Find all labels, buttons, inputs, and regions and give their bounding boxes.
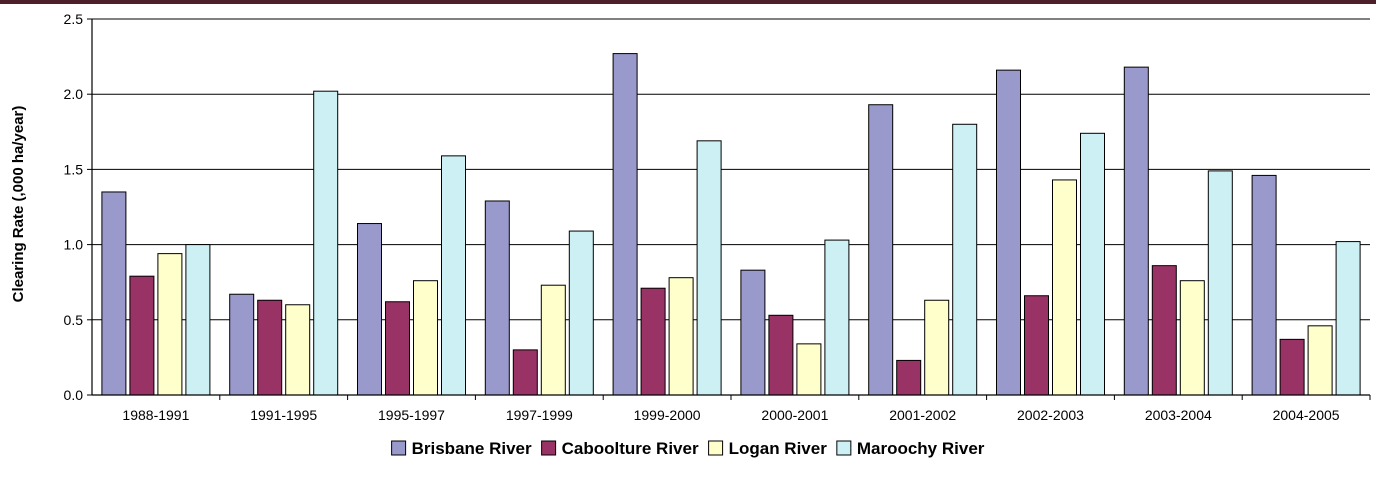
legend-swatch <box>836 440 852 456</box>
bar-brisbane-river <box>484 200 510 396</box>
top-border <box>0 0 1376 4</box>
x-tick-label: 1999-2000 <box>634 407 701 423</box>
y-axis-label: Clearing Rate (,000 ha/year) <box>10 106 27 303</box>
y-tick-label: 0.5 <box>64 312 84 328</box>
bar-brisbane-river <box>1251 174 1277 396</box>
y-tick-label: 1.5 <box>64 161 84 177</box>
bar-maroochy-river <box>952 123 978 396</box>
bar-brisbane-river <box>740 269 766 396</box>
x-tick-label: 2000-2001 <box>761 407 828 423</box>
bar-maroochy-river <box>568 230 594 396</box>
bar-logan-river <box>157 253 183 396</box>
axes: 0.0 0.5 1.0 1.5 2.0 2.5 1988-1991 1991-1995 1995… <box>64 11 1371 423</box>
bar-caboolture-river <box>1024 295 1049 396</box>
clearing-rate-bar-chart: 0.0 0.5 1.0 1.5 2.0 2.5 1988-1991 1991-1995 1995… <box>10 11 1371 458</box>
bar-logan-river <box>796 343 822 396</box>
x-tick-label: 2004-2005 <box>1273 407 1340 423</box>
bar-logan-river <box>1179 280 1205 396</box>
bar-maroochy-river <box>185 244 211 396</box>
legend-swatch <box>391 440 407 456</box>
y-tick-label: 0.0 <box>64 387 84 403</box>
bar-brisbane-river <box>357 223 382 396</box>
bar-logan-river <box>285 304 311 396</box>
legend-swatch <box>541 440 557 456</box>
legend-label: Logan River <box>729 439 828 458</box>
y-tick-label: 2.5 <box>64 11 84 27</box>
bar-maroochy-river <box>441 155 466 396</box>
y-tick-label: 1.0 <box>64 237 84 253</box>
bar-logan-river <box>924 299 950 396</box>
bar-caboolture-river <box>1151 265 1177 396</box>
bar-maroochy-river <box>1335 241 1361 396</box>
legend: Brisbane River Caboolture River Logan Rive… <box>391 439 985 458</box>
bar-caboolture-river <box>385 301 410 396</box>
bar-logan-river <box>540 284 566 396</box>
x-tick-label: 2003-2004 <box>1145 407 1212 423</box>
x-tick-label: 1991-1995 <box>250 407 317 423</box>
bar-logan-river <box>1307 325 1333 396</box>
bar-brisbane-river <box>868 104 894 396</box>
legend-label: Caboolture River <box>562 439 699 458</box>
bar-brisbane-river <box>612 53 638 396</box>
bar-maroochy-river <box>696 140 722 396</box>
legend-label: Maroochy River <box>857 439 985 458</box>
bar-brisbane-river <box>101 191 127 396</box>
x-tick-label: 1988-1991 <box>122 407 189 423</box>
bar-maroochy-river <box>1080 132 1105 396</box>
bar-logan-river <box>1052 179 1077 396</box>
legend-label: Brisbane River <box>412 439 532 458</box>
bars <box>101 53 1361 396</box>
bar-caboolture-river <box>129 275 155 396</box>
bar-maroochy-river <box>313 90 339 396</box>
bar-brisbane-river <box>229 293 255 396</box>
bar-caboolture-river <box>896 359 922 396</box>
bar-brisbane-river <box>996 69 1021 396</box>
bar-logan-river <box>413 280 438 396</box>
bar-caboolture-river <box>1279 338 1305 396</box>
x-tick-label: 1995-1997 <box>378 407 445 423</box>
y-tick-label: 2.0 <box>64 86 84 102</box>
bar-caboolture-river <box>512 349 538 396</box>
x-tick-label: 2001-2002 <box>889 407 956 423</box>
legend-swatch <box>708 440 724 456</box>
bar-brisbane-river <box>1123 66 1149 396</box>
bar-maroochy-river <box>1207 170 1233 396</box>
bar-caboolture-river <box>257 299 283 396</box>
bar-logan-river <box>668 277 694 396</box>
x-tick-label: 1997-1999 <box>506 407 573 423</box>
x-tick-label: 2002-2003 <box>1017 407 1084 423</box>
gridlines <box>92 18 1370 321</box>
bar-caboolture-river <box>768 314 794 396</box>
bar-maroochy-river <box>824 239 850 396</box>
bar-caboolture-river <box>640 287 666 396</box>
chart: 0.0 0.5 1.0 1.5 2.0 2.5 1988-1991 1991-1995 1995… <box>0 4 1376 473</box>
